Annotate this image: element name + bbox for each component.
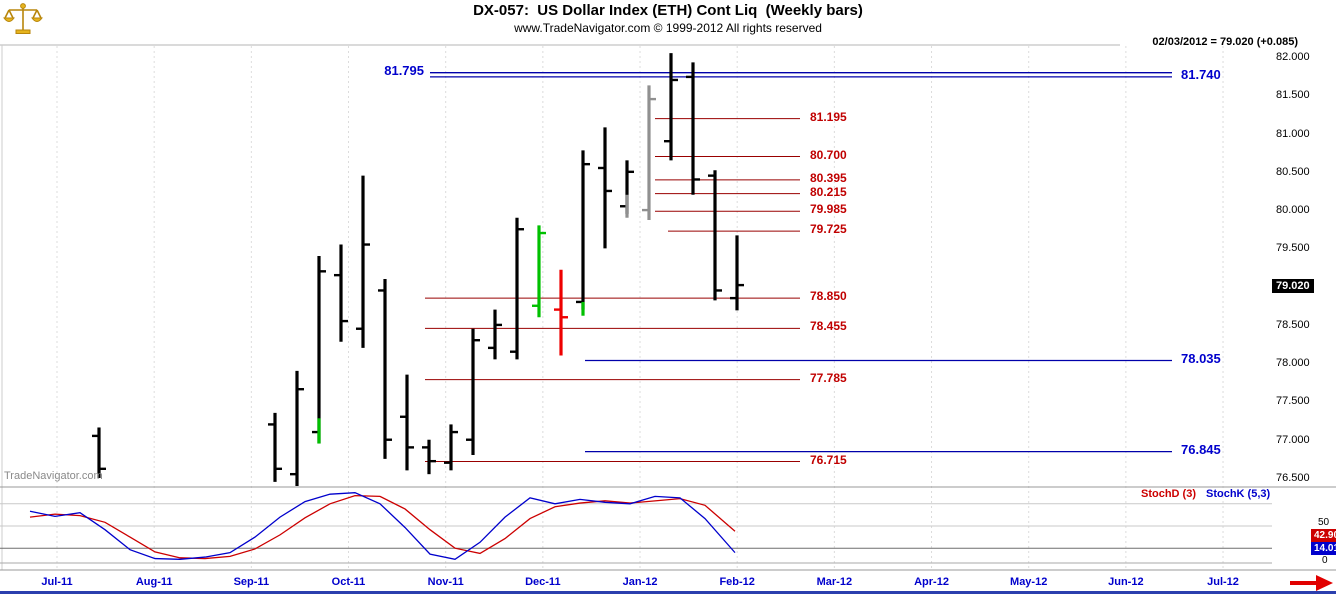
ohlc-bar	[290, 370, 304, 486]
x-axis-month-label: Jan-12	[622, 576, 658, 588]
ohlc-bar	[356, 175, 370, 348]
ohlc-bar	[708, 170, 722, 301]
price-level-label-red: 77.785	[810, 370, 847, 385]
ohlc-bar	[532, 225, 546, 318]
price-level-label-blue: 81.740	[1181, 66, 1221, 82]
stoch-lines	[29, 492, 736, 560]
stoch-d-value-badge: 42.90	[1311, 529, 1336, 542]
ohlc-bar	[444, 424, 458, 471]
x-axis-month-label: Nov-11	[427, 576, 464, 588]
ohlc-bar	[466, 328, 480, 456]
ohlc-bar	[378, 278, 392, 459]
ohlc-bar	[576, 150, 590, 310]
price-axis-label: 76.500	[1276, 471, 1310, 484]
price-level-label-red: 80.215	[810, 184, 847, 199]
ohlc-bar	[312, 256, 326, 444]
ohlc-bar	[268, 412, 282, 482]
ohlc-bar	[510, 217, 524, 360]
ohlc-bar	[92, 427, 106, 478]
x-axis-month-label: Apr-12	[914, 576, 949, 588]
price-axis-label: 78.500	[1276, 318, 1310, 331]
price-level-label-blue: 78.035	[1181, 350, 1221, 366]
price-level-label-blue: 76.845	[1181, 441, 1221, 457]
ohlc-bar	[642, 85, 656, 221]
price-axis-label: 81.000	[1276, 127, 1310, 140]
price-level-label-blue: 81.795	[384, 62, 424, 78]
x-axis-month-label: Oct-11	[331, 576, 366, 588]
price-axis-label: 82.000	[1276, 51, 1310, 63]
price-level-label-red: 79.985	[810, 202, 847, 217]
price-axis-label: 78.000	[1276, 357, 1310, 370]
ohlc-bar	[554, 269, 568, 356]
x-axis-month-label: Jul-11	[41, 576, 73, 588]
price-level-label-red: 81.195	[810, 109, 847, 124]
x-axis-month-label: Feb-12	[719, 576, 755, 588]
price-axis-label: 77.500	[1276, 395, 1310, 408]
price-level-label-red: 76.715	[810, 452, 847, 467]
stoch-d-line	[29, 495, 736, 560]
stoch-d-legend: StochD (3)	[1141, 488, 1196, 500]
x-axis-month-label: Mar-12	[816, 576, 853, 588]
x-axis-month-label: Jun-12	[1108, 576, 1144, 588]
stoch-axis-label-50: 50	[1318, 517, 1330, 528]
x-axis-month-label: Jul-12	[1207, 576, 1239, 588]
price-axis-label: 79.500	[1276, 242, 1310, 255]
ohlc-bar	[488, 309, 502, 360]
price-level-label-red: 80.700	[810, 147, 847, 162]
ohlc-bar	[334, 244, 348, 342]
price-axis-label: 81.500	[1276, 89, 1310, 102]
price-level-label-red: 78.455	[810, 319, 847, 334]
stoch-k-line	[29, 492, 736, 560]
stoch-axis-label-0: 0	[1322, 555, 1328, 566]
price-bars	[92, 53, 744, 486]
price-level-label-red: 79.725	[810, 222, 847, 237]
ohlc-bar	[686, 62, 700, 195]
ohlc-bar	[664, 53, 678, 161]
x-axis-month-label: May-12	[1010, 576, 1048, 588]
price-level-label-red: 80.395	[810, 170, 847, 185]
last-quote-info: 02/03/2012 = 79.020 (+0.085)	[1152, 36, 1298, 48]
ohlc-bar	[730, 235, 744, 311]
x-axis-month-label: Sep-11	[233, 576, 270, 588]
price-axis-label: 80.500	[1276, 165, 1310, 178]
trade-navigator-scales-logo	[3, 3, 43, 34]
chart-subtitle: www.TradeNavigator.com © 1999-2012 All r…	[514, 21, 822, 35]
stoch-k-value-badge: 14.01	[1311, 542, 1336, 555]
ohlc-bar	[400, 374, 414, 471]
last-price-badge: 79.020	[1272, 279, 1314, 294]
price-axis-label: 77.000	[1276, 433, 1310, 446]
ohlc-bar	[422, 439, 436, 475]
chart-title: DX-057: US Dollar Index (ETH) Cont Liq (…	[473, 2, 863, 19]
x-axis-month-label: Dec-11	[525, 576, 561, 588]
window-bottom-border	[0, 591, 1336, 594]
price-axis-label: 80.000	[1276, 204, 1310, 217]
ohlc-bar	[598, 127, 612, 249]
price-level-label-red: 78.850	[810, 289, 847, 304]
scroll-right-arrow-icon[interactable]	[1290, 573, 1334, 593]
watermark: TradeNavigator.com	[4, 470, 103, 482]
stoch-k-legend: StochK (5,3)	[1206, 488, 1271, 500]
x-axis-month-label: Aug-11	[135, 576, 173, 588]
